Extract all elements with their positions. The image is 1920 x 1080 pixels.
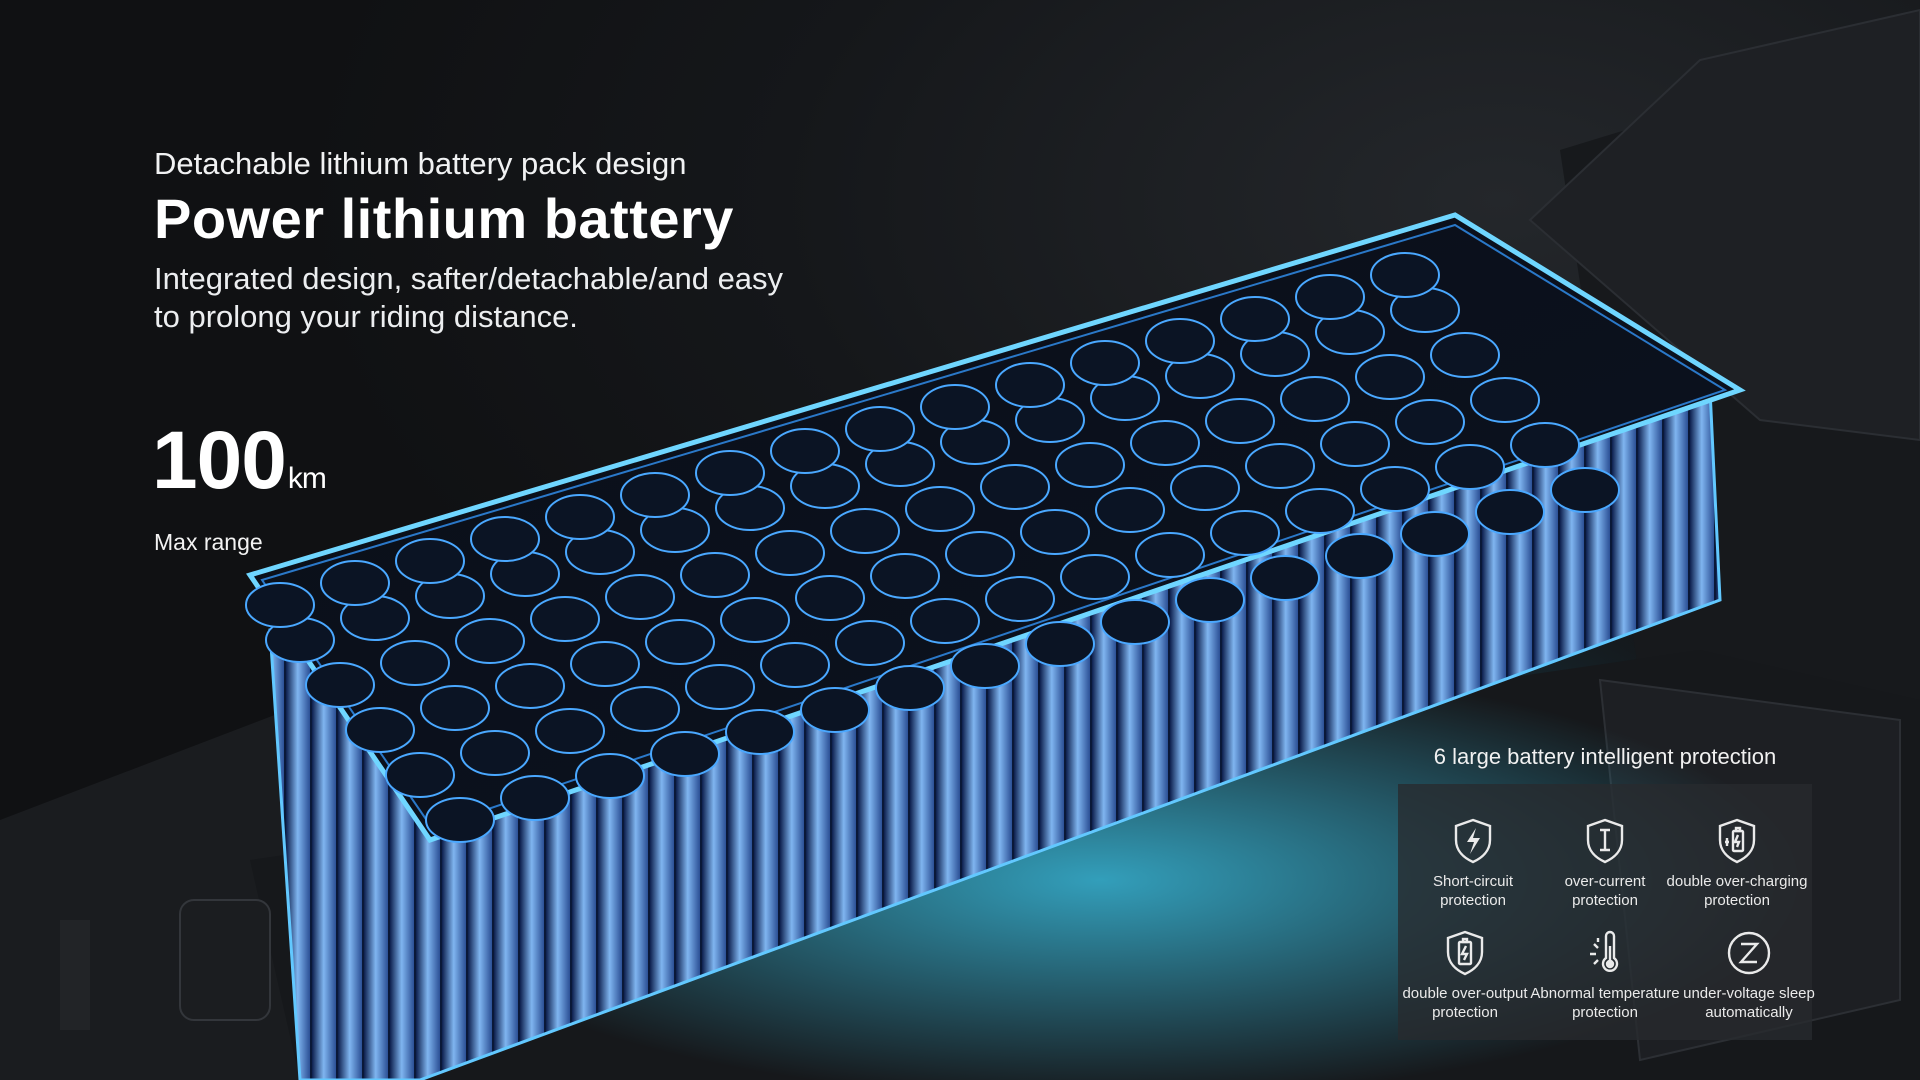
range-unit: km <box>287 462 327 495</box>
hero-description: Integrated design, safter/detachable/and… <box>154 261 784 334</box>
range-stat: 100km Max range <box>152 415 327 556</box>
range-value: 100 <box>152 415 287 506</box>
hero-kicker: Detachable lithium battery pack design <box>154 146 687 181</box>
protection-item: over-current protection <box>1530 816 1680 910</box>
battery-shield-icon <box>1440 928 1490 978</box>
current-shield-icon <box>1580 816 1630 866</box>
protection-title: 6 large battery intelligent protection <box>1433 744 1777 769</box>
hero-headline: Power lithium battery <box>154 187 734 250</box>
protection-panel: Short-circuit protection over-current pr… <box>1398 784 1815 1040</box>
protection-item: Short-circuit protection <box>1398 816 1548 910</box>
sleep-z-icon <box>1724 928 1774 978</box>
hero-copy: Detachable lithium battery pack design P… <box>154 146 874 336</box>
protection-item: double over-charging protection <box>1662 816 1812 910</box>
protection-item: double over-output protection <box>1390 928 1540 1022</box>
range-label: Max range <box>154 529 263 555</box>
charging-battery-shield-icon <box>1712 816 1762 866</box>
protection-item: under-voltage sleep automatically <box>1674 928 1824 1022</box>
protection-item: Abnormal temperature protection <box>1530 928 1680 1022</box>
thermometer-icon <box>1580 928 1630 978</box>
lightning-shield-icon <box>1448 816 1498 866</box>
